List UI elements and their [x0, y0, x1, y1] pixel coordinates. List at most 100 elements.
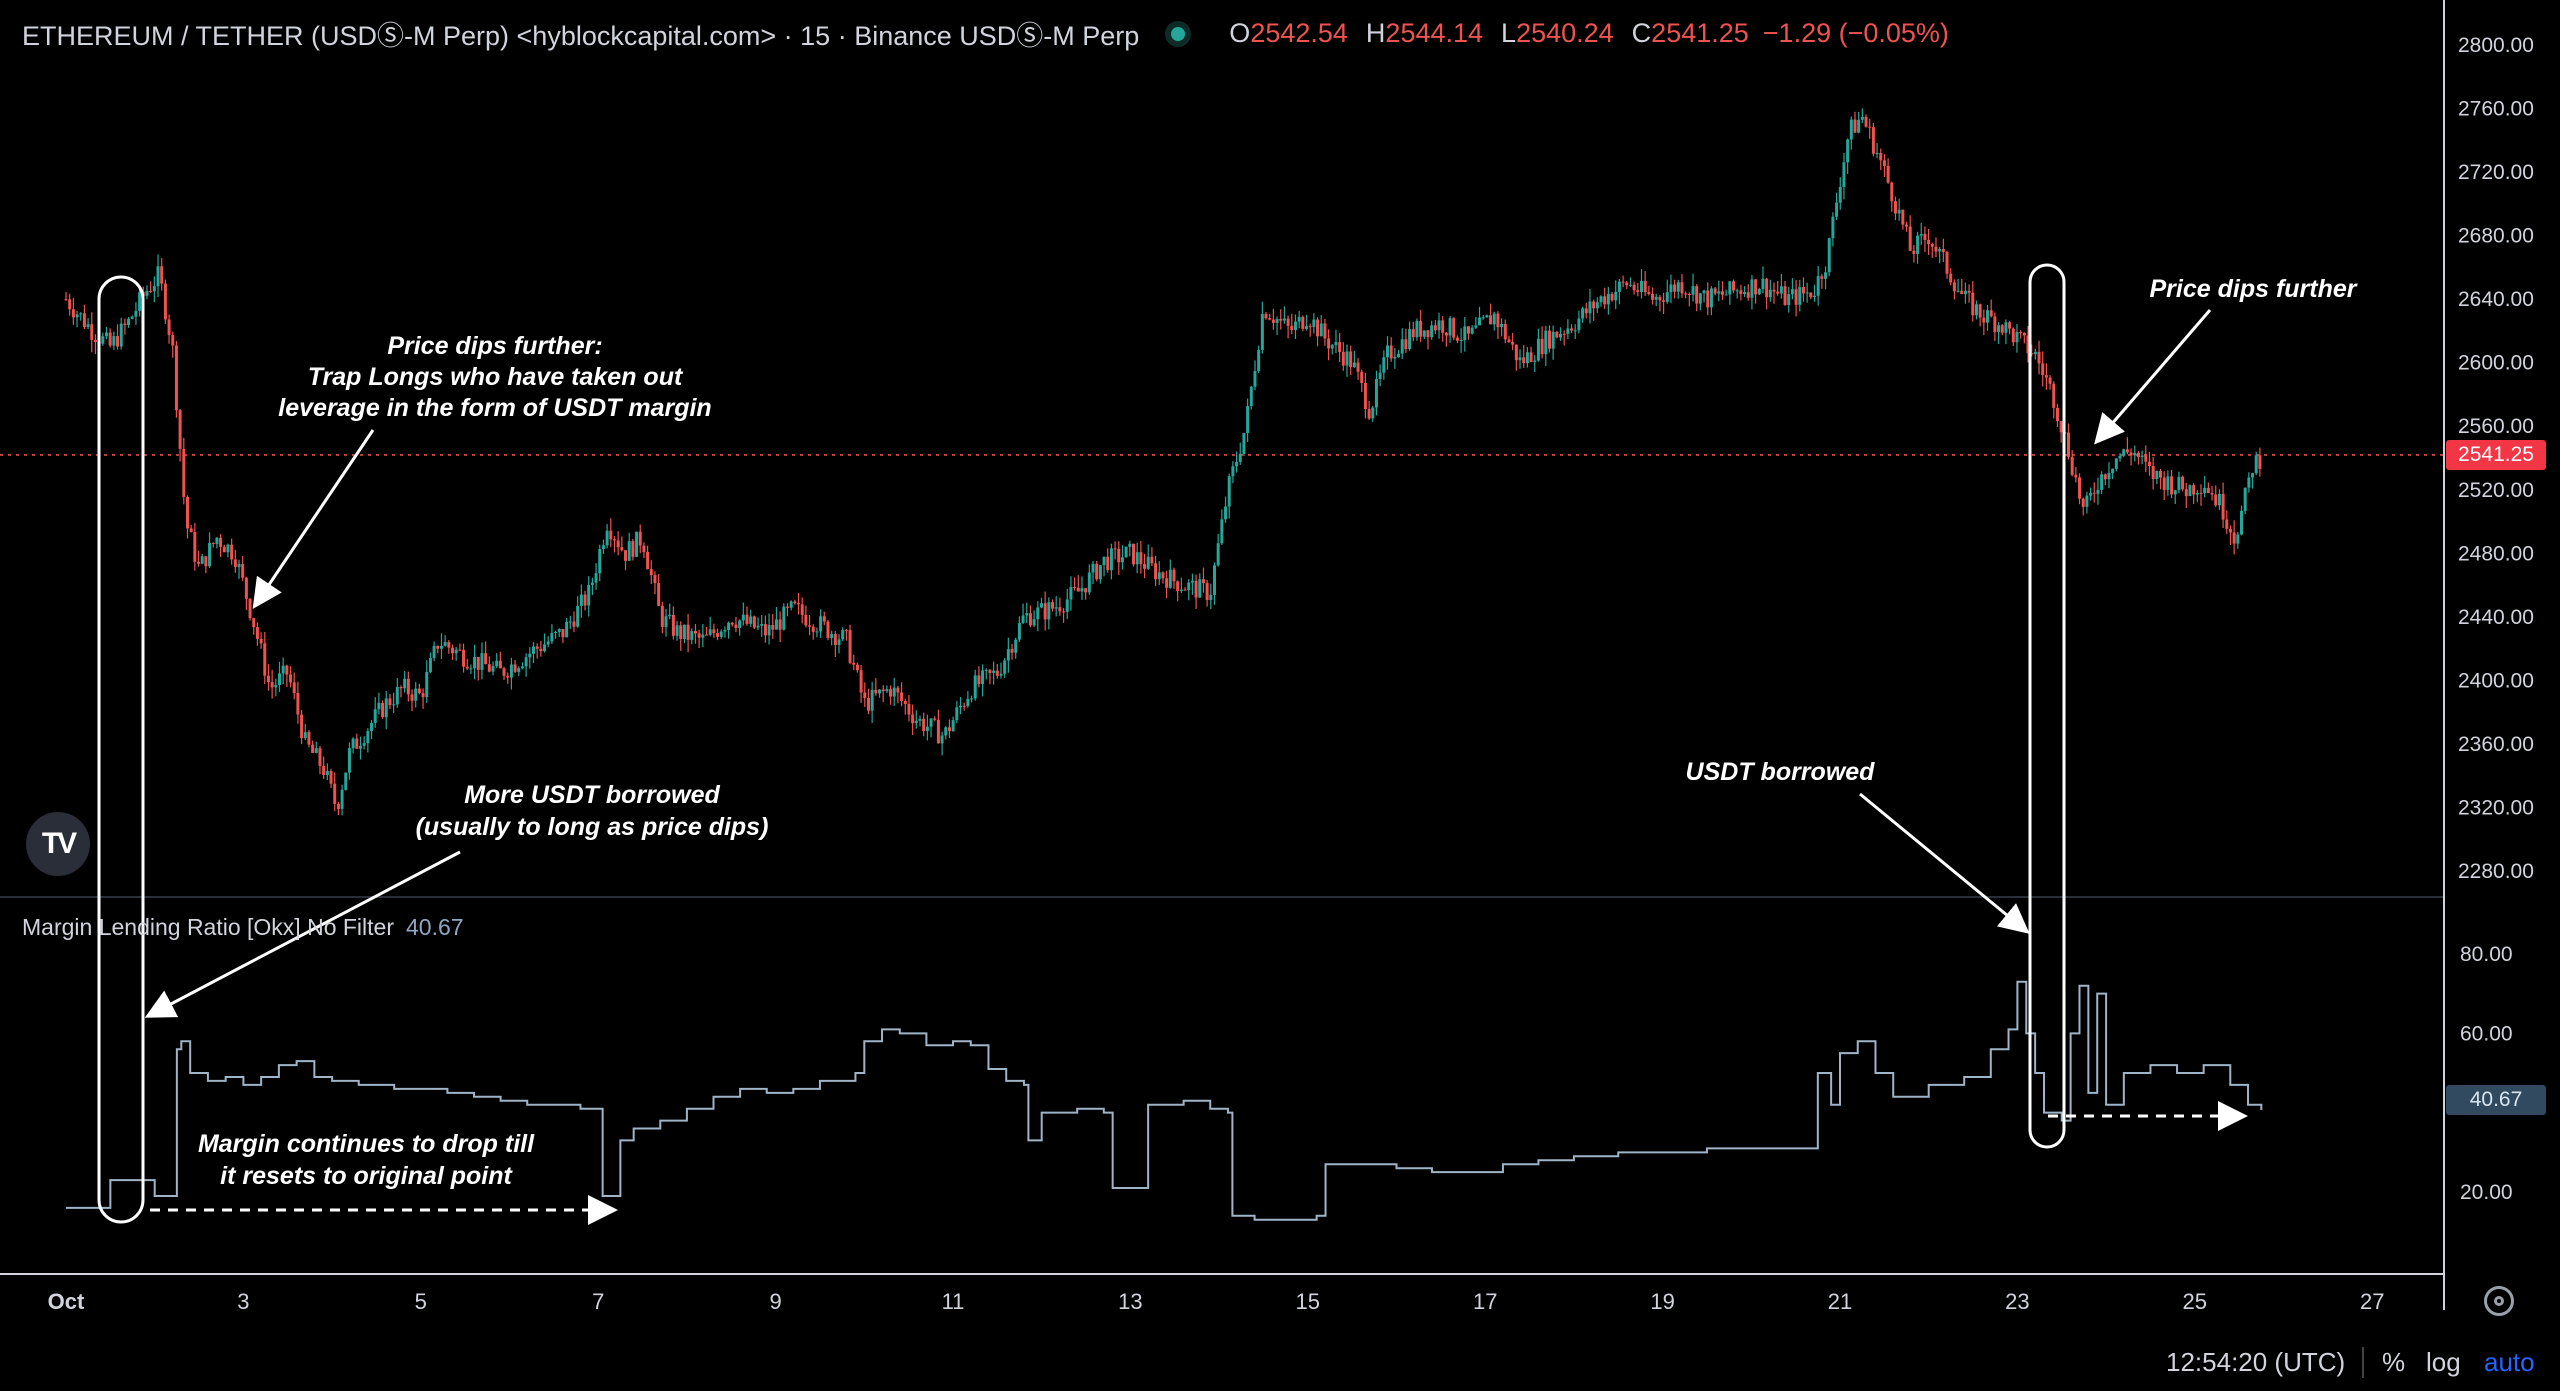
- candle-body: [1809, 292, 1813, 298]
- candle-body: [1271, 319, 1275, 323]
- candle-body: [1901, 209, 1905, 225]
- candle-body: [800, 604, 804, 615]
- candle-body: [1864, 116, 1868, 127]
- auto-toggle[interactable]: auto: [2484, 1347, 2535, 1377]
- candle-body: [1827, 238, 1831, 273]
- candle-body: [2092, 492, 2096, 494]
- candle-body: [222, 546, 226, 553]
- candle-body: [2170, 476, 2174, 495]
- candle-body: [1514, 344, 1518, 361]
- candle-body: [230, 544, 234, 560]
- indicator-legend[interactable]: Margin Lending Ratio [Okx] No Filter 40.6…: [22, 914, 464, 941]
- candle-body: [1934, 246, 1938, 252]
- candle-body: [2037, 351, 2041, 364]
- candle-body: [1871, 127, 1875, 154]
- candle-body: [778, 619, 782, 630]
- candle-body: [951, 720, 955, 732]
- candle-body: [973, 675, 977, 699]
- candle-body: [1106, 556, 1110, 571]
- candle-body: [922, 718, 926, 732]
- candle-body: [86, 324, 90, 328]
- percent-toggle[interactable]: %: [2362, 1347, 2405, 1378]
- price-axis[interactable]: 2800.00 2760.00 2720.00 2680.00 2640.00 2600.…: [2458, 34, 2534, 883]
- candle-body: [362, 743, 366, 746]
- candle-body: [797, 603, 801, 605]
- time-axis[interactable]: Oct 3 5 7 9 11 13 15 17 19 21 23 25 27: [48, 1289, 2385, 1314]
- candle-body: [1584, 308, 1588, 314]
- candle-body: [774, 619, 778, 630]
- candle-body: [1853, 119, 1857, 133]
- candle-body: [1087, 572, 1091, 593]
- candle-body: [1967, 290, 1971, 293]
- candle-body: [2000, 325, 2004, 333]
- candle-body: [2129, 452, 2133, 456]
- candle-body: [395, 687, 399, 705]
- candle-body: [999, 673, 1003, 676]
- candle-body: [576, 605, 580, 627]
- candle-body: [1463, 326, 1467, 341]
- candle-body: [152, 286, 156, 292]
- high-value: 2544.14: [1385, 18, 1484, 48]
- svg-text:Price dips further: Price dips further: [2150, 275, 2358, 303]
- candle-body: [1397, 353, 1401, 357]
- candle-body: [1327, 338, 1331, 349]
- candle-body: [594, 573, 598, 583]
- candle-body: [1555, 331, 1559, 338]
- candle-body: [2199, 492, 2203, 494]
- candle-body: [1761, 278, 1765, 290]
- candle-body: [1393, 356, 1397, 359]
- candle-body: [531, 646, 535, 654]
- candle-body: [892, 687, 896, 697]
- candle-body: [793, 601, 797, 604]
- candle-body: [241, 564, 245, 578]
- candle-body: [1798, 287, 1802, 305]
- candle-body: [1750, 279, 1754, 298]
- candle-body: [1485, 315, 1489, 318]
- candle-body: [1330, 345, 1334, 349]
- candle-body: [1732, 281, 1736, 291]
- candle-body: [992, 670, 996, 673]
- candle-body: [134, 310, 138, 317]
- candle-body: [1551, 331, 1555, 349]
- close-label: C: [1631, 18, 1652, 48]
- candle-body: [881, 689, 885, 692]
- settings-gear-icon[interactable]: [2484, 1286, 2514, 1316]
- candle-body: [75, 314, 79, 318]
- candle-body: [1882, 160, 1886, 166]
- candle-body: [244, 577, 248, 599]
- candle-body: [1150, 556, 1154, 564]
- candle-body: [1084, 588, 1088, 593]
- candle-body: [447, 642, 451, 648]
- candle-body: [1323, 323, 1327, 339]
- candle-body: [763, 624, 767, 636]
- candle-body: [590, 582, 594, 585]
- candle-body: [1051, 602, 1055, 609]
- log-toggle[interactable]: log: [2426, 1347, 2461, 1377]
- candle-body: [1739, 290, 1743, 295]
- price-tick-label: 2680.00: [2458, 225, 2534, 248]
- candle-body: [1787, 294, 1791, 305]
- candle-body: [1507, 339, 1511, 342]
- symbol-title[interactable]: ETHEREUM / TETHER (USDⓈ-M Perp) <hyblock…: [22, 21, 1140, 51]
- candle-body: [1651, 294, 1655, 300]
- highlight-box-left: [97, 275, 145, 1224]
- annotation-arrows: [144, 309, 2248, 1225]
- arrow-more-usdt: [144, 850, 461, 1018]
- candle-body: [841, 630, 845, 640]
- indicator-value-tag: 40.67: [2446, 1085, 2546, 1115]
- candle-body: [351, 738, 355, 749]
- candle-body: [1249, 386, 1253, 407]
- candle-body: [285, 665, 289, 675]
- tradingview-logo-icon[interactable]: TV: [26, 812, 90, 876]
- candle-body: [1201, 579, 1205, 584]
- candle-body: [1352, 362, 1356, 367]
- candle-body: [631, 541, 635, 557]
- candle-body: [649, 569, 653, 576]
- utc-clock[interactable]: 12:54:20 (UTC): [2166, 1347, 2346, 1377]
- candle-body: [2107, 473, 2111, 480]
- indicator-axis[interactable]: 80.00 60.00 20.00: [2460, 943, 2513, 1204]
- candle-body: [583, 594, 587, 606]
- candle-body: [1779, 286, 1783, 294]
- candle-body: [1757, 289, 1761, 295]
